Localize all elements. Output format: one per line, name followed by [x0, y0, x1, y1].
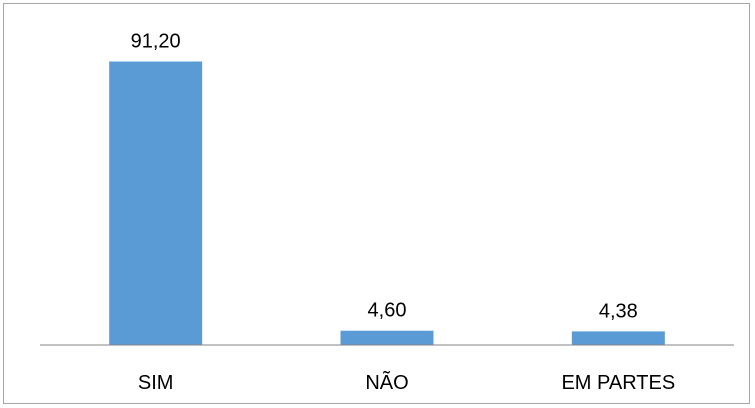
bar-1: [340, 330, 434, 345]
data-label-0: 91,20: [131, 31, 181, 53]
bar-2: [571, 331, 665, 345]
data-label-2: 4,38: [599, 300, 638, 322]
category-label-1: NÃO: [365, 370, 408, 394]
data-label-1: 4,60: [368, 300, 407, 322]
bar-0: [109, 61, 203, 345]
category-label-0: SIM: [138, 372, 174, 394]
category-label-2: EM PARTES: [561, 372, 675, 394]
